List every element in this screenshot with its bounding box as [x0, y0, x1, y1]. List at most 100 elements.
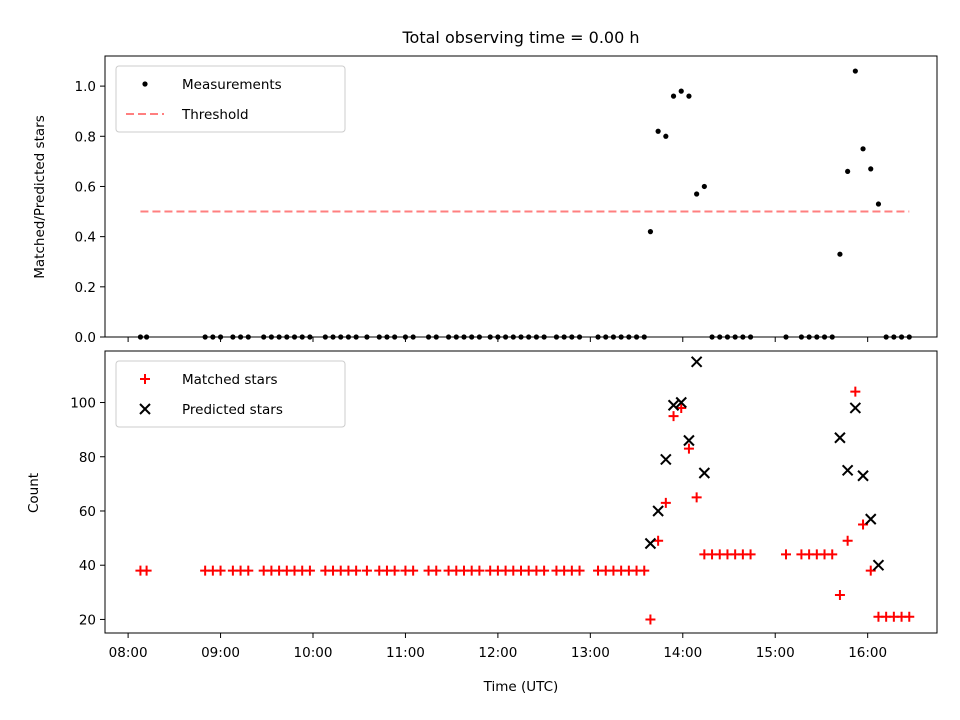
measurement-point: [868, 166, 874, 172]
matched-star-point: [408, 565, 419, 576]
legend-label: Threshold: [181, 107, 249, 123]
measurement-point: [837, 251, 843, 257]
measurement-point: [210, 334, 216, 340]
measurement-point: [829, 334, 835, 340]
y-tick-label: 40: [79, 558, 96, 574]
matched-star-point: [474, 565, 485, 576]
measurement-point: [814, 334, 820, 340]
measurement-point: [798, 334, 805, 340]
measurement-point: [626, 334, 632, 340]
measurement-point: [709, 334, 715, 340]
measurement-point: [783, 334, 789, 340]
matched-star-point: [668, 411, 679, 422]
bottom-y-axis-label: Count: [26, 473, 42, 513]
matched-star-point: [539, 565, 550, 576]
measurement-point: [747, 334, 754, 340]
legend-marker: [139, 403, 151, 415]
predicted-star-point: [644, 537, 657, 550]
matched-star-point: [243, 565, 254, 576]
measurement-point: [553, 334, 560, 340]
measurement-point: [518, 334, 524, 340]
measurement-point: [307, 334, 313, 340]
predicted-star-point: [683, 434, 695, 447]
x-tick-label: 14:00: [663, 645, 702, 661]
matched-star-point: [842, 535, 853, 546]
measurement-point: [330, 334, 336, 340]
measurement-point: [217, 334, 224, 340]
predicted-star-point: [865, 513, 877, 525]
y-tick-label: 0.6: [75, 179, 96, 195]
predicted-star-point: [660, 453, 672, 466]
x-tick-label: 13:00: [571, 645, 610, 661]
measurement-point: [701, 183, 707, 190]
measurement-point: [610, 334, 617, 340]
matched-star-point: [676, 402, 687, 413]
measurement-point: [291, 334, 298, 340]
measurement-point: [364, 334, 370, 340]
measurement-point: [633, 334, 640, 340]
measurement-point: [433, 334, 439, 340]
x-tick-label: 16:00: [848, 645, 887, 661]
x-axis-label: Time (UTC): [483, 679, 559, 695]
x-tick-label: 11:00: [386, 645, 425, 661]
measurement-point: [561, 334, 567, 340]
measurement-point: [891, 334, 897, 340]
legend-label: Matched stars: [182, 372, 278, 388]
measurement-point: [663, 133, 669, 139]
matched-star-point: [431, 565, 442, 576]
measurement-point: [461, 334, 467, 340]
measurement-point: [533, 334, 540, 340]
matched-star-point: [639, 565, 650, 576]
x-tick-label: 10:00: [294, 645, 333, 661]
measurement-point: [202, 334, 208, 340]
measurement-point: [322, 334, 328, 340]
measurement-point: [678, 88, 684, 94]
matched-star-point: [683, 443, 694, 454]
y-tick-label: 0.8: [75, 129, 96, 145]
plot-layer: 0.0 0.2 0.4 0.6 0.8 1.0 Measurements Threshold 2…: [70, 55, 938, 661]
measurement-point: [541, 334, 547, 340]
measurement-point: [510, 334, 516, 340]
matched-star-point: [304, 565, 315, 576]
measurement-point: [445, 334, 452, 340]
legend-marker: [142, 81, 148, 87]
matched-star-point: [781, 549, 792, 560]
measurement-point: [852, 68, 858, 74]
measurement-point: [245, 334, 251, 340]
measurement-point: [425, 334, 432, 340]
x-tick-label: 08:00: [109, 645, 148, 661]
predicted-star-point: [849, 402, 862, 414]
y-tick-label: 60: [79, 504, 96, 520]
matched-star-point: [850, 386, 861, 397]
predicted-star-point: [667, 399, 680, 411]
predicted-star-point: [834, 432, 846, 444]
measurement-point: [469, 334, 475, 340]
measurement-point: [875, 201, 882, 207]
measurement-point: [618, 334, 624, 340]
matched-star-point: [574, 565, 585, 576]
matched-star-point: [645, 614, 656, 625]
measurement-point: [392, 334, 398, 340]
measurement-point: [906, 334, 912, 340]
measurement-point: [595, 334, 601, 340]
matched-star-point: [215, 565, 226, 576]
legend-marker: [140, 374, 150, 384]
x-tick-label: 12:00: [478, 645, 517, 661]
measurement-point: [137, 334, 144, 340]
measurement-point: [338, 334, 344, 340]
predicted-star-point: [857, 470, 869, 482]
measurement-point: [495, 334, 501, 340]
measurement-point: [384, 334, 390, 340]
measurement-point: [526, 334, 532, 340]
predicted-star-point: [841, 464, 854, 477]
measurement-point: [576, 334, 583, 340]
plot-frame: [104, 350, 938, 634]
measurement-point: [237, 334, 244, 340]
measurement-point: [353, 334, 359, 340]
measurement-point: [655, 128, 661, 134]
measurement-point: [476, 334, 482, 340]
measurement-point: [641, 334, 647, 340]
measurement-point: [670, 93, 677, 99]
chart-title: Total observing time = 0.00 h: [401, 28, 639, 47]
